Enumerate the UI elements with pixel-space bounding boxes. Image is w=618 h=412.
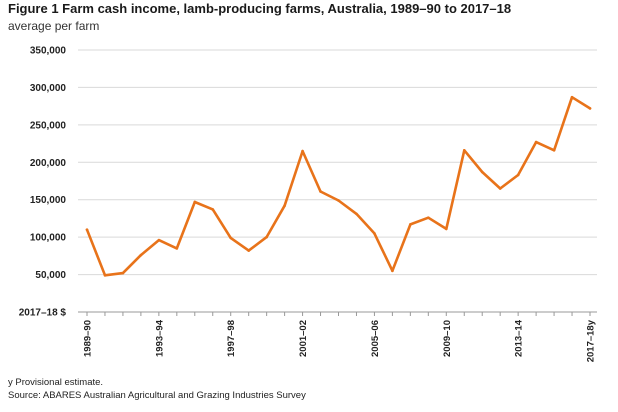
y-tick-label: 350,000: [30, 46, 67, 57]
data-point: [570, 95, 574, 99]
x-tick-label: 2009–10: [442, 320, 453, 357]
chart-subtitle: average per farm: [8, 19, 100, 33]
data-point: [427, 216, 430, 219]
data-point: [498, 187, 502, 190]
data-point: [121, 271, 125, 275]
y-tick-label: 300,000: [30, 83, 67, 94]
x-tick-label: 1989–90: [83, 320, 94, 357]
data-point: [355, 212, 358, 216]
data-point: [211, 208, 215, 211]
data-point: [516, 173, 520, 177]
data-point: [588, 107, 592, 110]
data-point: [301, 149, 304, 153]
x-tick-label: 1997–98: [226, 320, 237, 357]
data-point: [391, 269, 394, 273]
footnote-source: Source: ABARES Australian Agricultural a…: [8, 390, 306, 401]
x-tick-label: 2013–14: [514, 319, 525, 357]
data-point: [480, 170, 484, 174]
data-point: [373, 232, 376, 235]
footnote-provisional: y Provisional estimate.: [8, 377, 104, 388]
y-tick-label: 200,000: [30, 158, 67, 169]
x-tick-label: 1993–94: [154, 319, 165, 357]
y-axis-label: 2017–18 $: [19, 308, 67, 319]
data-point: [139, 253, 143, 257]
data-point: [319, 190, 322, 193]
y-tick-label: 50,000: [35, 270, 66, 281]
series-line: [85, 95, 592, 277]
data-point: [444, 227, 448, 231]
y-tick-label: 150,000: [30, 195, 67, 206]
x-tick-label: 2017–18y: [586, 319, 597, 362]
data-point: [103, 274, 107, 277]
data-point: [409, 223, 412, 226]
data-point: [85, 228, 89, 231]
data-point: [193, 200, 197, 204]
chart-title: Figure 1 Farm cash income, lamb-producin…: [8, 1, 512, 16]
data-point: [462, 149, 466, 152]
data-point: [157, 238, 161, 242]
data-point: [337, 199, 340, 202]
data-point: [265, 235, 268, 239]
data-point: [247, 249, 250, 252]
x-tick-label: 2005–06: [370, 320, 381, 357]
y-tick-label: 100,000: [30, 233, 67, 244]
data-point: [283, 204, 286, 208]
x-tick-label: 2001–02: [298, 320, 309, 357]
data-point: [175, 247, 179, 250]
data-point: [534, 140, 538, 144]
y-tick-label: 250,000: [30, 120, 67, 131]
data-point: [229, 236, 233, 240]
data-point: [552, 149, 556, 152]
